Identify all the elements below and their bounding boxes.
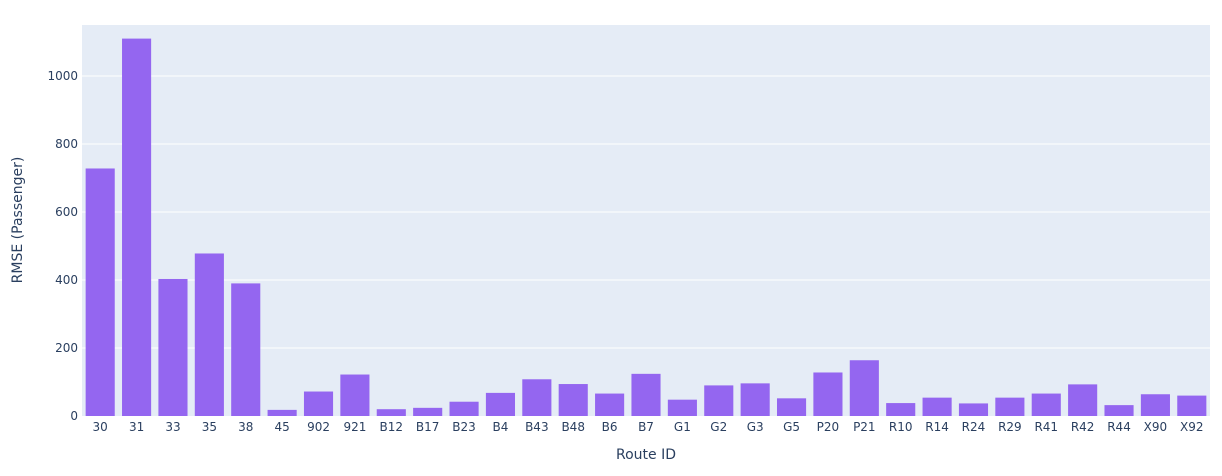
x-tick-label: B4 <box>493 420 509 434</box>
x-tick-labels: 30 31 33 35 38 45 902 921 B12 B17 B23 B4 B43 B48 B6 B7 G… <box>93 420 1204 434</box>
plot-background <box>82 25 1210 416</box>
x-tick-label: 35 <box>202 420 217 434</box>
y-tick-label: 400 <box>55 273 78 287</box>
x-tick-label: R42 <box>1071 420 1095 434</box>
x-tick-label: R14 <box>925 420 949 434</box>
x-tick-label: 38 <box>238 420 253 434</box>
bar-R29[interactable] <box>995 397 1025 416</box>
x-tick-label: B43 <box>525 420 549 434</box>
x-tick-label: R24 <box>962 420 986 434</box>
x-tick-label: X92 <box>1180 420 1204 434</box>
x-tick-label: 30 <box>93 420 108 434</box>
x-tick-label: 902 <box>307 420 330 434</box>
bar-G1[interactable] <box>667 399 697 416</box>
y-tick-labels: 0 200 400 600 800 1000 <box>47 69 78 423</box>
bar-B7[interactable] <box>631 373 661 416</box>
bar-P21[interactable] <box>849 360 879 416</box>
x-tick-label: B12 <box>380 420 404 434</box>
y-tick-label: 0 <box>70 409 78 423</box>
bar-B4[interactable] <box>485 392 516 416</box>
bar-R44[interactable] <box>1104 405 1134 416</box>
x-tick-label: R41 <box>1034 420 1058 434</box>
bar-B12[interactable] <box>376 409 406 416</box>
x-tick-label: P20 <box>817 420 840 434</box>
bar-38[interactable] <box>231 283 261 416</box>
bar-B48[interactable] <box>558 384 588 416</box>
y-tick-label: 800 <box>55 137 78 151</box>
x-tick-label: G3 <box>747 420 764 434</box>
bar-31[interactable] <box>122 38 152 416</box>
x-tick-label: R10 <box>889 420 913 434</box>
x-axis-title: Route ID <box>616 447 676 463</box>
y-tick-label: 200 <box>55 341 78 355</box>
bar-X92[interactable] <box>1177 395 1207 416</box>
bar-R14[interactable] <box>922 397 952 416</box>
bar-B43[interactable] <box>522 379 552 416</box>
bar-X90[interactable] <box>1140 394 1170 416</box>
bar-B17[interactable] <box>413 407 443 416</box>
bar-G5[interactable] <box>776 398 807 416</box>
bar-45[interactable] <box>267 409 297 416</box>
x-tick-label: 31 <box>129 420 144 434</box>
bar-G3[interactable] <box>740 383 770 416</box>
bar-G2[interactable] <box>704 385 734 416</box>
bar-902[interactable] <box>303 391 334 416</box>
x-tick-label: B23 <box>452 420 476 434</box>
bar-921[interactable] <box>340 374 370 416</box>
x-tick-label: 921 <box>343 420 366 434</box>
x-tick-label: R44 <box>1107 420 1131 434</box>
x-tick-label: B48 <box>561 420 585 434</box>
bar-B23[interactable] <box>449 401 479 416</box>
y-tick-label: 1000 <box>47 69 78 83</box>
x-tick-label: X90 <box>1144 420 1168 434</box>
bar-35[interactable] <box>194 253 224 416</box>
x-tick-label: G2 <box>710 420 727 434</box>
x-tick-label: P21 <box>853 420 876 434</box>
bar-R10[interactable] <box>886 403 916 416</box>
bars <box>85 38 1207 416</box>
bar-R24[interactable] <box>958 403 989 416</box>
x-tick-label: G1 <box>674 420 691 434</box>
x-tick-label: 45 <box>274 420 289 434</box>
bar-P20[interactable] <box>813 372 843 416</box>
x-tick-label: G5 <box>783 420 800 434</box>
x-tick-label: B6 <box>602 420 618 434</box>
bar-R41[interactable] <box>1031 393 1061 416</box>
y-tick-label: 600 <box>55 205 78 219</box>
x-tick-label: R29 <box>998 420 1022 434</box>
x-tick-label: 33 <box>165 420 180 434</box>
bar-30[interactable] <box>85 168 115 416</box>
x-tick-label: B17 <box>416 420 440 434</box>
bar-R42[interactable] <box>1068 384 1098 416</box>
bar-33[interactable] <box>158 278 188 416</box>
x-tick-label: B7 <box>638 420 654 434</box>
gridlines <box>82 75 1210 349</box>
y-axis-title: RMSE (Passenger) <box>10 157 26 284</box>
bar-B6[interactable] <box>595 393 625 416</box>
